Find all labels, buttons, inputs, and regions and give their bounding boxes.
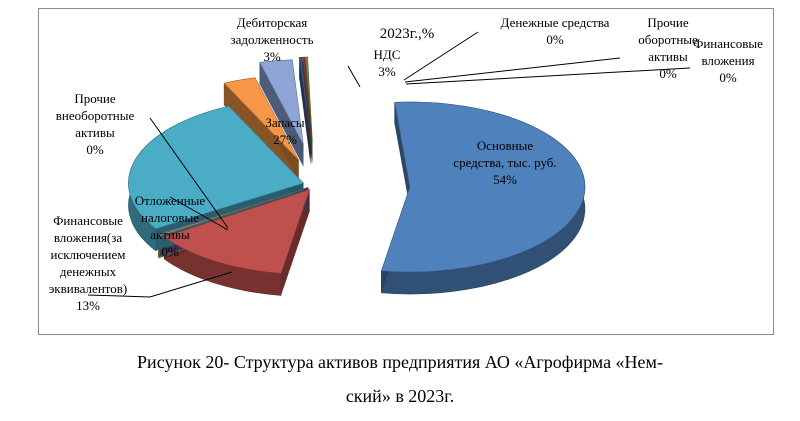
- slice-labels: Основные средства, тыс. руб. 54% Финансовые…: [49, 15, 763, 313]
- slice-other_noncurrent: [159, 187, 309, 235]
- leader-fin: [87, 271, 233, 298]
- slice-fixed: [380, 101, 586, 273]
- slice-wall-receivables: [224, 83, 299, 183]
- leader-other_current: [404, 57, 621, 83]
- slice-label-fixed: Основные средства, тыс. руб. 54%: [453, 138, 556, 187]
- slice-wall-fin: [281, 189, 310, 296]
- leader-fin_short: [405, 67, 691, 85]
- slice-receivables: [223, 77, 299, 161]
- slice-wall-vat: [259, 62, 304, 167]
- leader-receivables: [347, 65, 361, 88]
- slice-other_current: [302, 56, 312, 143]
- slice-label-other_noncurrent: Прочие внеоборотные активы 0%: [56, 91, 135, 157]
- slice-label-receivables: Дебиторская задолженность 3%: [230, 15, 313, 64]
- leader-lines: [87, 31, 691, 298]
- leader-other_noncurrent: [149, 117, 229, 229]
- slice-cash: [299, 56, 311, 143]
- slice-wall-fixed: [394, 102, 410, 210]
- slice-label-vat: НДС 3%: [374, 47, 401, 79]
- slice-label-inventory: Запасы 27%: [265, 115, 305, 147]
- chart-title: 2023г.,%: [380, 26, 434, 42]
- slice-fin_short: [305, 56, 313, 143]
- figure-caption: Рисунок 20- Структура активов предприяти…: [0, 345, 800, 413]
- leader-deferred: [169, 196, 229, 231]
- caption-line-2: ский» в 2023г.: [345, 386, 455, 406]
- slice-label-other_current: Прочие оборотные активы 0%: [638, 15, 698, 81]
- slice-label-cash: Денежные средства 0%: [501, 15, 610, 47]
- slice-fin: [163, 189, 311, 274]
- caption-line-1: Рисунок 20- Структура активов предприяти…: [137, 352, 663, 372]
- slice-vat: [259, 59, 304, 145]
- slice-label-fin: Финансовые вложения(за исключением денежных…: [49, 213, 128, 313]
- pie-chart: 2023г.,% Основные средства, тыс. руб. 54% Фи…: [49, 15, 763, 313]
- leader-cash: [403, 31, 479, 81]
- slice-label-fin_short: Финансовые вложения 0%: [693, 36, 763, 85]
- slice-deferred: [157, 188, 306, 237]
- slice-label-deferred: Отложенные налоговые активы 0%: [135, 193, 206, 259]
